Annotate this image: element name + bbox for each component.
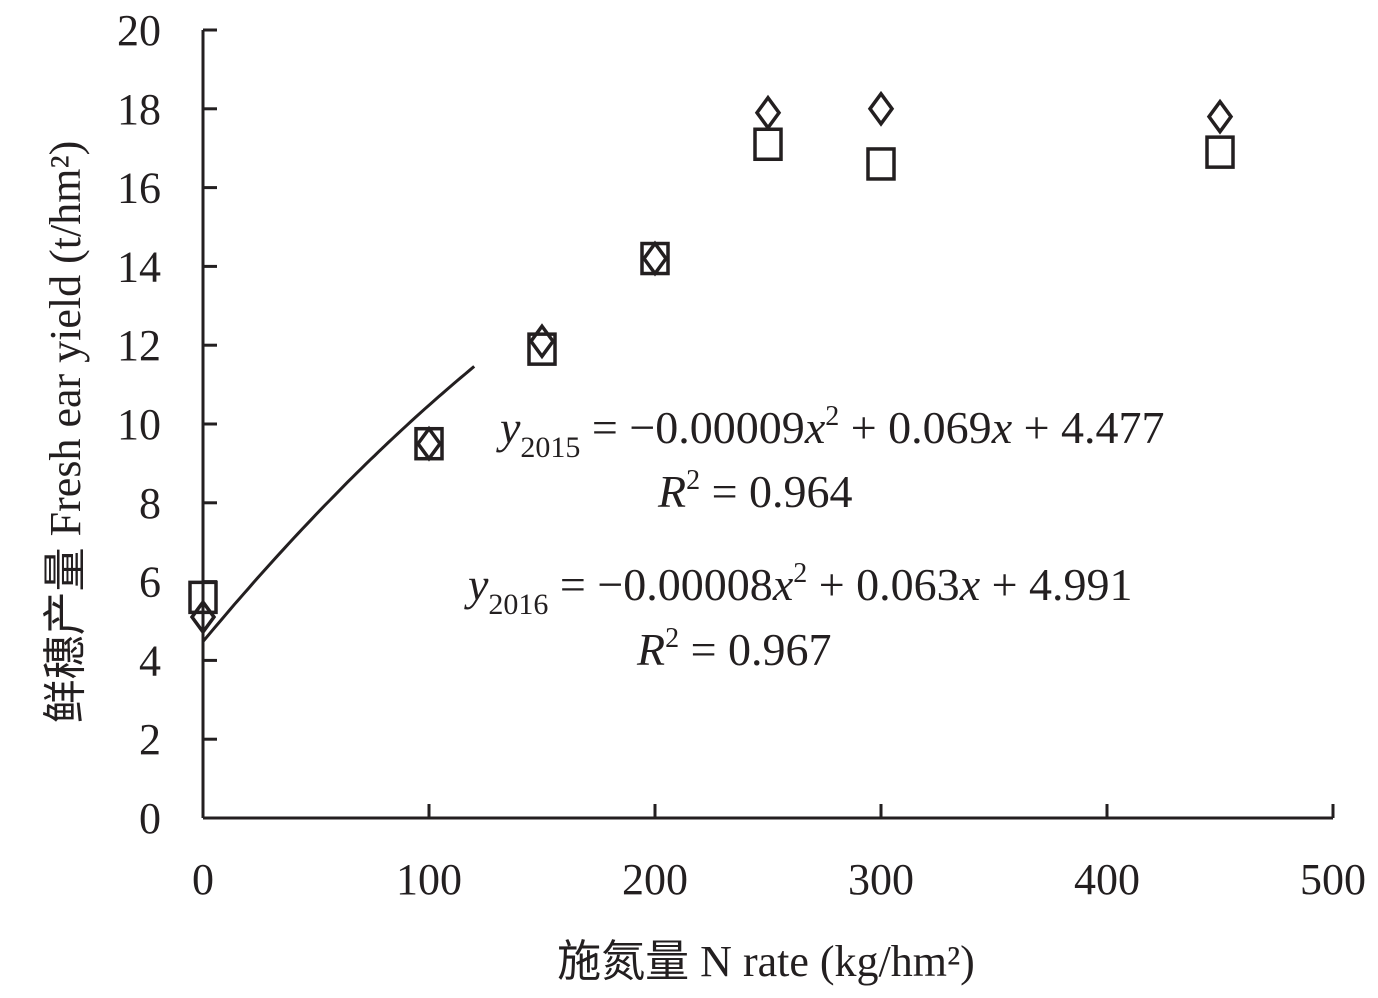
diamond-marker bbox=[867, 90, 895, 127]
square-marker bbox=[753, 127, 783, 162]
x-tick-label: 200 bbox=[622, 855, 688, 904]
y-tick-label: 20 bbox=[117, 6, 161, 55]
square-marker bbox=[527, 332, 557, 366]
y-tick-label: 2 bbox=[139, 715, 161, 764]
r-squared-2016-text: R2 = 0.967 bbox=[636, 623, 832, 675]
diamond-marker bbox=[189, 599, 217, 636]
x-tick-label: 100 bbox=[396, 855, 462, 904]
y-tick-label: 18 bbox=[117, 85, 161, 134]
diamond-marker bbox=[641, 240, 669, 277]
r-squared-2015-text: R2 = 0.964 bbox=[657, 465, 853, 517]
y-tick-label: 12 bbox=[117, 321, 161, 370]
equation-2016: y2016 = −0.00008x2 + 0.063x + 4.991 R2 =… bbox=[464, 558, 1133, 675]
y-axis-title: 鲜穗产量 Fresh ear yield (t/hm²) bbox=[41, 141, 90, 724]
square-marker bbox=[188, 580, 218, 615]
x-axis-title: 施氮量 N rate (kg/hm²) bbox=[557, 937, 975, 986]
square-marker bbox=[1205, 135, 1235, 169]
y-tick-label: 14 bbox=[117, 242, 161, 291]
diamond-marker bbox=[415, 425, 443, 462]
diamond-marker bbox=[1206, 98, 1234, 135]
y-tick-label: 10 bbox=[117, 400, 161, 449]
y-tick-label: 4 bbox=[139, 636, 161, 685]
diamond-marker bbox=[754, 94, 782, 131]
x-tick-label: 0 bbox=[192, 855, 214, 904]
x-tick-label: 300 bbox=[848, 855, 914, 904]
square-marker bbox=[866, 147, 896, 181]
trendline-group bbox=[201, 365, 476, 643]
diamond-marker bbox=[528, 323, 556, 360]
y-tick-label: 6 bbox=[139, 558, 161, 607]
trendline bbox=[201, 365, 476, 643]
x-tick-label: 400 bbox=[1074, 855, 1140, 904]
equation-2015: y2015 = −0.00009x2 + 0.069x + 4.477 R2 =… bbox=[496, 401, 1165, 517]
y-tick-label: 16 bbox=[117, 164, 161, 213]
equation-2015-text: y2015 = −0.00009x2 + 0.069x + 4.477 bbox=[496, 401, 1165, 464]
x-tick-label: 500 bbox=[1300, 855, 1366, 904]
y-tick-label: 8 bbox=[139, 479, 161, 528]
y-tick-label: 0 bbox=[139, 794, 161, 843]
data-markers bbox=[188, 90, 1235, 636]
equation-2016-text: y2016 = −0.00008x2 + 0.063x + 4.991 bbox=[464, 558, 1133, 621]
